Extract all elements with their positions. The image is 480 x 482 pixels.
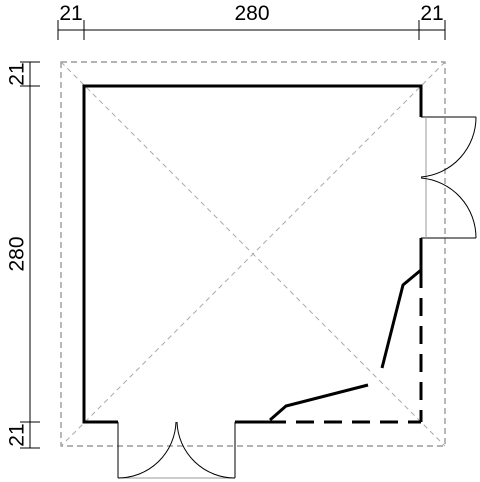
left-dimension-chain: 21 280 21 [6, 61, 40, 449]
right-door-swing-top [420, 116, 477, 178]
roof-outline [60, 61, 446, 447]
bottom-door-swing-left [117, 421, 177, 479]
partition-bottom [269, 383, 369, 422]
right-double-door [420, 116, 477, 239]
dim-top-width: 280 [234, 2, 269, 25]
dim-top-overhang-right: 21 [420, 2, 443, 25]
partition-right [380, 268, 422, 369]
dim-left-depth: 280 [6, 236, 29, 271]
roof-diagonal-2 [60, 61, 446, 447]
wall-main [82, 84, 423, 424]
right-door-swing-bottom [420, 177, 477, 239]
dim-top-overhang-left: 21 [59, 2, 82, 25]
dim-left-overhang-bottom: 21 [6, 423, 29, 446]
bottom-double-door [117, 421, 236, 479]
dim-left-overhang-top: 21 [6, 62, 29, 85]
bottom-door-swing-right [176, 421, 236, 479]
top-dimension-chain: 21 280 21 [57, 2, 446, 40]
